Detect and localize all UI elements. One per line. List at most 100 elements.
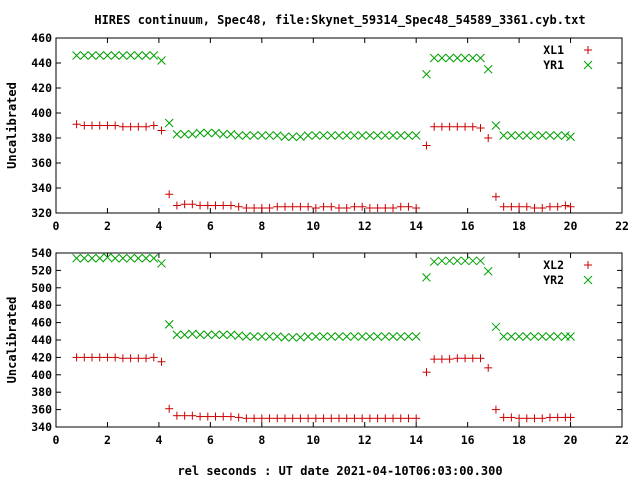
legend-label: XL1	[543, 43, 564, 57]
data-point	[257, 414, 266, 423]
data-point	[172, 201, 181, 210]
data-point	[484, 134, 493, 142]
data-point	[265, 204, 274, 212]
data-point	[404, 414, 413, 423]
y-tick-label: 460	[31, 31, 52, 45]
data-point	[257, 332, 267, 341]
data-point	[211, 128, 220, 138]
data-point	[164, 118, 174, 128]
data-point	[452, 256, 462, 266]
data-point	[499, 131, 509, 140]
data-point	[522, 414, 531, 423]
data-point	[234, 202, 243, 211]
data-point	[365, 204, 374, 212]
data-point	[280, 414, 289, 423]
y-tick-label: 520	[31, 263, 52, 277]
data-point	[411, 332, 421, 341]
data-point	[404, 332, 413, 341]
data-point	[412, 414, 421, 423]
data-point	[226, 129, 236, 139]
y-tick-label: 440	[31, 56, 52, 70]
data-point	[566, 202, 575, 211]
data-point	[188, 329, 197, 339]
data-point	[350, 202, 359, 211]
panel-1: 0 2 4 6 8 10 12 14 16 18 20 22 320 340 360 380 400 420 440…	[5, 31, 629, 233]
x-tick-label: 22	[615, 433, 629, 447]
data-point	[537, 131, 547, 140]
x-tick-label: 12	[358, 219, 372, 233]
data-point	[358, 414, 367, 423]
data-point	[157, 126, 166, 135]
data-point	[257, 204, 266, 212]
data-point	[522, 131, 532, 140]
y-tick-label: 480	[31, 298, 52, 312]
x-tick-label: 0	[53, 433, 60, 447]
data-point	[319, 414, 328, 423]
data-point	[118, 122, 127, 131]
data-point	[327, 414, 336, 423]
data-point	[103, 121, 112, 130]
data-point	[250, 204, 259, 212]
x-tick-label: 6	[207, 433, 214, 447]
data-point	[334, 131, 344, 140]
data-point	[211, 201, 220, 210]
data-point	[226, 201, 235, 210]
data-point	[165, 190, 174, 199]
data-point	[88, 353, 97, 362]
data-point	[203, 201, 212, 210]
data-point	[515, 202, 524, 211]
x-tick-label: 10	[306, 433, 320, 447]
data-point	[334, 332, 344, 341]
data-point	[304, 202, 313, 211]
data-point	[530, 204, 539, 212]
data-point	[437, 355, 446, 364]
data-point	[242, 131, 251, 140]
data-point	[303, 332, 313, 341]
data-point	[326, 131, 336, 140]
data-point	[149, 253, 159, 263]
data-point	[288, 132, 298, 142]
data-point	[126, 122, 135, 131]
data-point	[342, 131, 352, 140]
data-point	[95, 121, 104, 130]
series-xl2	[72, 353, 493, 377]
data-point	[296, 414, 305, 423]
data-point	[476, 124, 485, 132]
data-point	[445, 256, 454, 266]
data-point	[265, 332, 274, 341]
data-point	[357, 131, 367, 140]
data-point	[483, 266, 493, 276]
data-point	[110, 51, 120, 60]
data-point	[149, 51, 159, 60]
data-point	[72, 51, 81, 60]
data-point	[110, 253, 120, 263]
data-point	[342, 414, 351, 423]
data-point	[118, 51, 128, 60]
data-point	[234, 413, 243, 422]
series-yr2	[72, 252, 575, 342]
data-point	[211, 330, 220, 340]
data-point	[429, 53, 439, 63]
data-point	[388, 332, 398, 341]
y-tick-label: 360	[31, 156, 52, 170]
data-point	[203, 330, 213, 340]
data-point	[319, 202, 328, 211]
data-point	[445, 355, 454, 364]
panels-group: 0 2 4 6 8 10 12 14 16 18 20 22320340360380400420440…	[5, 31, 629, 447]
series-yr1	[72, 51, 575, 142]
data-point	[491, 192, 500, 201]
data-point	[514, 332, 524, 341]
data-point	[257, 131, 267, 140]
y-tick-label: 320	[31, 206, 52, 220]
data-point	[142, 354, 151, 363]
data-point	[476, 256, 485, 266]
x-tick-label: 18	[512, 219, 526, 233]
data-point	[530, 332, 539, 341]
legend-label: YR2	[543, 273, 564, 287]
x-tick-label: 14	[409, 433, 423, 447]
data-point	[396, 202, 405, 211]
data-point	[491, 405, 500, 414]
data-point	[111, 353, 120, 362]
data-point	[288, 202, 297, 211]
